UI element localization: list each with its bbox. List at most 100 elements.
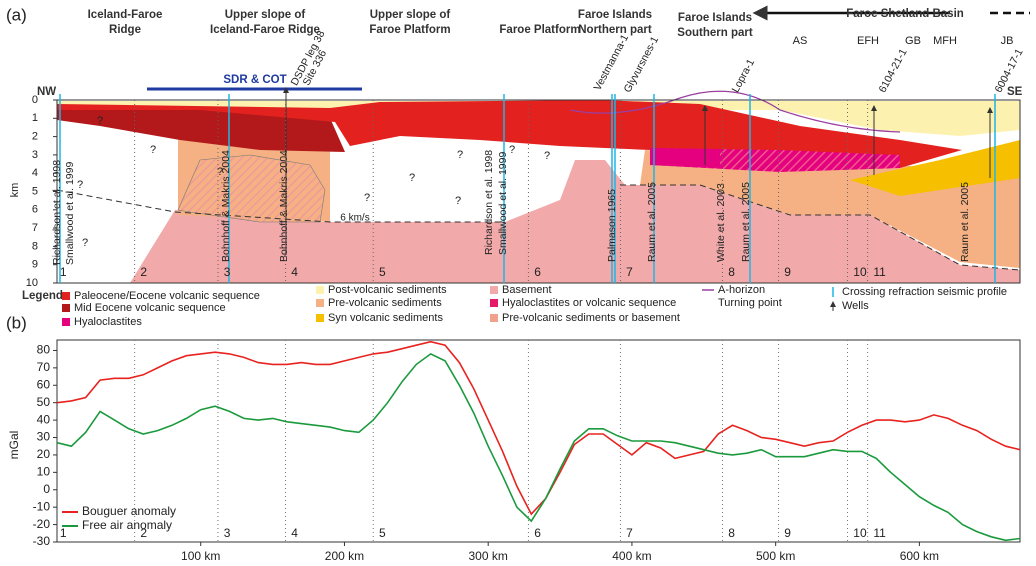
panel-label: (b) <box>6 313 27 332</box>
depth-tick-label: 6 <box>32 204 38 216</box>
legend-label: Mid Eocene volcanic sequence <box>74 302 226 314</box>
y-tick-label: -30 <box>33 534 51 548</box>
unknown-marker: ? <box>364 192 370 204</box>
legend-swatch <box>62 292 70 300</box>
unknown-marker: ? <box>457 149 463 161</box>
legend-label: Syn volcanic sediments <box>328 312 443 324</box>
y-tick-label: 50 <box>37 395 51 409</box>
depth-tick-label: 1 <box>32 112 38 124</box>
gravity-plot <box>56 339 1021 543</box>
segment-label: 4 <box>291 265 298 279</box>
segment-label: 7 <box>626 526 633 540</box>
zone-label: MFH <box>933 35 957 47</box>
segment-label: 3 <box>224 265 231 279</box>
legend-label: Free air anomaly <box>82 518 172 532</box>
profile-reference: Smallwood et al. 1999 <box>497 152 509 255</box>
region-header: Northern part <box>578 24 652 36</box>
region-header: Faroe Platform <box>369 24 450 36</box>
segment-label: 1 <box>60 265 67 279</box>
zone-label: EFH <box>857 35 879 47</box>
depth-tick-label: 10 <box>26 277 38 289</box>
profile-reference: Bohnhoff & Makris 2004 <box>220 150 232 262</box>
legend-swatch <box>490 314 498 322</box>
segment-label: 6 <box>534 265 541 279</box>
legend-swatch <box>316 299 324 307</box>
profile-reference: Raum et al. 2005 <box>740 182 752 262</box>
anomaly-line <box>56 352 1021 542</box>
profile-reference: Smallwood et al. 1999 <box>64 162 76 265</box>
unknown-marker: ? <box>217 166 223 178</box>
region-header: Faroe Islands <box>578 9 652 21</box>
basement <box>130 160 1020 283</box>
segment-label: 2 <box>140 265 147 279</box>
legend-label: Bouguer anomaly <box>82 504 176 518</box>
legend-swatch <box>62 318 70 326</box>
legend-label: Wells <box>842 300 869 312</box>
segment-label: 4 <box>291 526 298 540</box>
mid-eocene <box>57 108 345 152</box>
region-header: Faroe Islands <box>678 12 752 24</box>
zone-label: JB <box>1001 35 1014 47</box>
legend-swatch <box>62 304 70 312</box>
legend-label: Post-volcanic sediments <box>328 284 447 296</box>
legend-label: Crossing refraction seismic profile <box>842 286 1007 298</box>
anomaly-line <box>56 340 1021 516</box>
segment-label: 5 <box>379 265 386 279</box>
unknown-marker: ? <box>77 179 83 191</box>
zone-label: GB <box>905 35 921 47</box>
plot-frame <box>56 339 1021 543</box>
segment-label: 8 <box>728 526 735 540</box>
segment-label: 7 <box>626 265 633 279</box>
velocity-label: 6 km/s <box>340 213 369 224</box>
zone-label: AS <box>793 35 808 47</box>
x-tick-label: 400 km <box>612 549 651 563</box>
y-tick-label: -10 <box>33 499 51 513</box>
cross-section <box>56 5 1030 284</box>
legend-swatch <box>316 314 324 322</box>
profile-reference: Raum et al. 2005 <box>959 182 971 262</box>
basement-top-right <box>620 184 1021 271</box>
segment-label: 8 <box>728 265 735 279</box>
legend-label: Pre-volcanic sediments or basement <box>502 312 680 324</box>
depth-tick-label: 4 <box>32 167 38 179</box>
x-tick-label: 300 km <box>469 549 508 563</box>
depth-tick-label: 2 <box>32 131 38 143</box>
region-header: Iceland-Faroe Ridge <box>210 24 320 36</box>
legend-label: Basement <box>502 284 552 296</box>
segment-label: 9 <box>784 526 791 540</box>
se-label: SE <box>1007 86 1023 98</box>
unknown-marker: ? <box>544 150 550 162</box>
profile-reference: Richardson et al. 1998 <box>51 160 63 265</box>
legend-label: Paleocene/Eocene volcanic sequence <box>74 290 260 302</box>
segment-label: 3 <box>224 526 231 540</box>
region-header: Iceland-Faroe <box>88 9 163 21</box>
x-tick-label: 100 km <box>181 549 220 563</box>
segment-label: 6 <box>534 526 541 540</box>
y-tick-label: 70 <box>37 360 51 374</box>
depth-tick-label: 7 <box>32 222 38 234</box>
well-label: 6104-21-1 <box>877 47 910 95</box>
unknown-marker: ? <box>509 144 515 156</box>
legend-label: A-horizon <box>718 284 765 296</box>
profile-reference: Palmason 1965 <box>606 189 618 262</box>
panel-label: (a) <box>6 5 27 24</box>
segment-label: 2 <box>140 526 147 540</box>
unknown-marker: ? <box>82 237 88 249</box>
legend-label: Turning point <box>718 297 782 309</box>
depth-tick-label: 5 <box>32 185 38 197</box>
y-tick-label: 10 <box>37 465 51 479</box>
segment-label: 11 <box>873 526 886 540</box>
syn-volcanic-sediments <box>850 140 1020 196</box>
region-header: Upper slope of <box>225 9 306 21</box>
legend-label: Hyaloclastites or volcanic sequence <box>502 297 676 309</box>
profile-reference: Bohnhoff & Makris 2004 <box>278 150 290 262</box>
segment-label: 1 <box>60 526 67 540</box>
legend-swatch <box>316 286 324 294</box>
x-tick-label: 200 km <box>325 549 364 563</box>
segment-label: 9 <box>784 265 791 279</box>
depth-tick-label: 0 <box>32 94 38 106</box>
basin-header: Faroe Shetland Basin <box>846 8 964 20</box>
legend-swatch <box>490 299 498 307</box>
y-tick-label: 30 <box>37 430 51 444</box>
